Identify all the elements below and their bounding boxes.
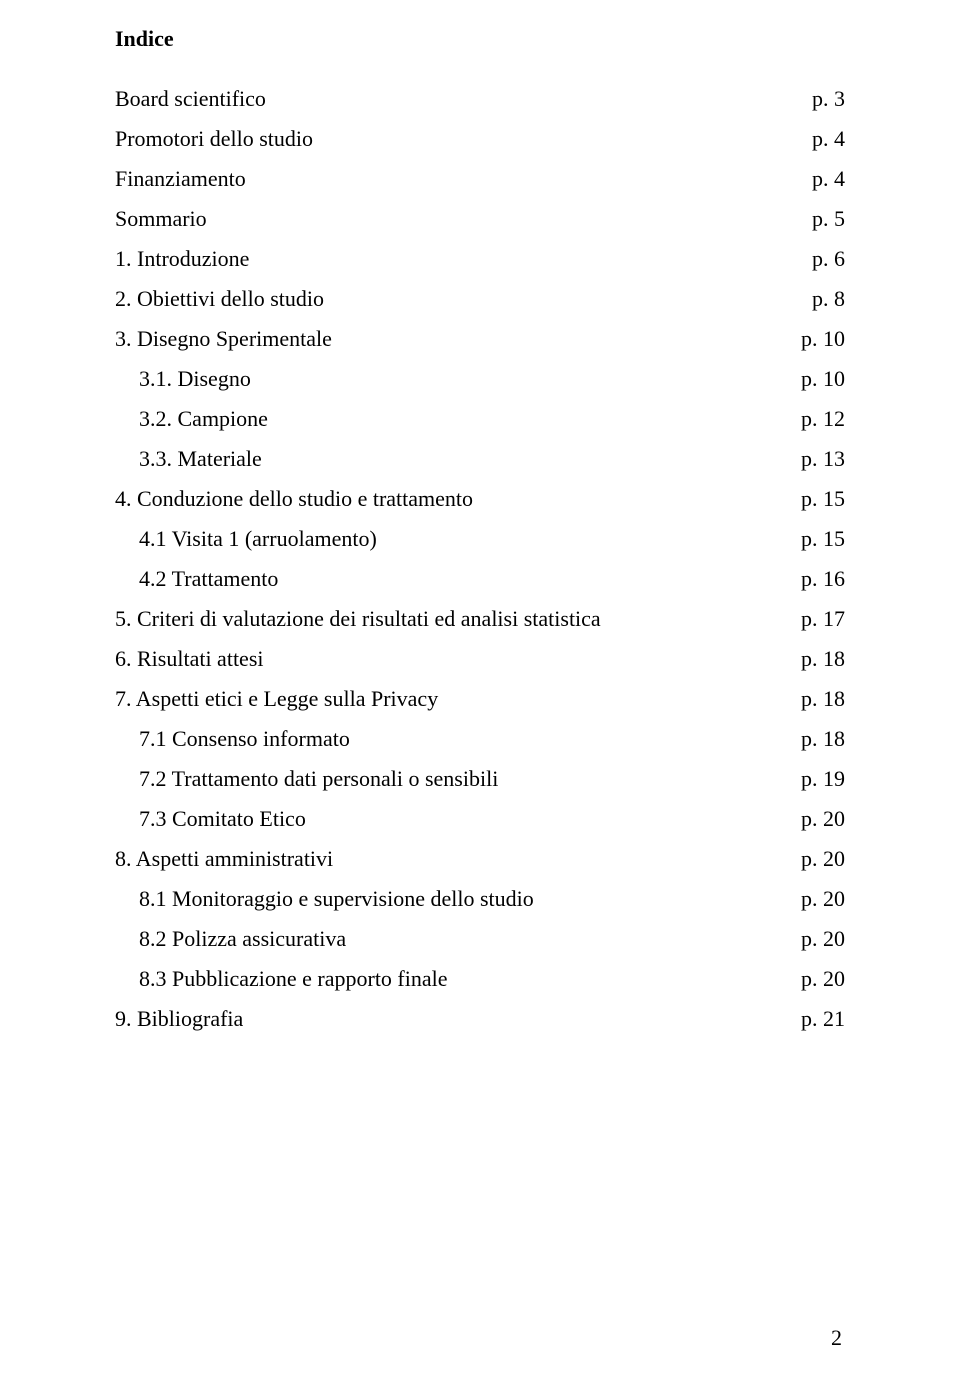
toc-entry-page: p. 13 bbox=[781, 448, 845, 470]
toc-entry-page: p. 10 bbox=[781, 328, 845, 350]
toc-entry-label: 3.3. Materiale bbox=[115, 448, 781, 470]
toc-row: 6. Risultati attesip. 18 bbox=[115, 648, 845, 670]
toc-entry-page: p. 4 bbox=[792, 168, 845, 190]
toc-row: 7.1 Consenso informatop. 18 bbox=[115, 728, 845, 750]
toc-row: 7. Aspetti etici e Legge sulla Privacyp.… bbox=[115, 688, 845, 710]
toc-entry-label: Promotori dello studio bbox=[115, 128, 792, 150]
toc-entry-page: p. 20 bbox=[781, 808, 845, 830]
toc-entry-page: p. 4 bbox=[792, 128, 845, 150]
toc-row: 3.2. Campionep. 12 bbox=[115, 408, 845, 430]
toc-entry-page: p. 3 bbox=[792, 88, 845, 110]
toc-entry-label: Board scientifico bbox=[115, 88, 792, 110]
toc-row: 4. Conduzione dello studio e trattamento… bbox=[115, 488, 845, 510]
toc-row: 9. Bibliografiap. 21 bbox=[115, 1008, 845, 1030]
toc-row: 8.1 Monitoraggio e supervisione dello st… bbox=[115, 888, 845, 910]
toc-entry-page: p. 6 bbox=[792, 248, 845, 270]
toc-entry-page: p. 18 bbox=[781, 688, 845, 710]
toc-entry-label: 2. Obiettivi dello studio bbox=[115, 288, 792, 310]
toc-entry-label: Sommario bbox=[115, 208, 792, 230]
toc-entry-label: 9. Bibliografia bbox=[115, 1008, 781, 1030]
toc-title: Indice bbox=[115, 26, 845, 52]
toc-entry-label: Finanziamento bbox=[115, 168, 792, 190]
toc-row: 8. Aspetti amministrativip. 20 bbox=[115, 848, 845, 870]
toc-entry-page: p. 21 bbox=[781, 1008, 845, 1030]
toc-row: 7.2 Trattamento dati personali o sensibi… bbox=[115, 768, 845, 790]
toc-entry-label: 8.3 Pubblicazione e rapporto finale bbox=[115, 968, 781, 990]
toc-entry-page: p. 12 bbox=[781, 408, 845, 430]
toc-row: 8.3 Pubblicazione e rapporto finalep. 20 bbox=[115, 968, 845, 990]
toc-row: Sommariop. 5 bbox=[115, 208, 845, 230]
toc-entry-label: 1. Introduzione bbox=[115, 248, 792, 270]
toc-entry-label: 4.2 Trattamento bbox=[115, 568, 781, 590]
toc-entry-page: p. 15 bbox=[781, 488, 845, 510]
toc-entry-page: p. 19 bbox=[781, 768, 845, 790]
toc-entry-label: 4.1 Visita 1 (arruolamento) bbox=[115, 528, 781, 550]
toc-entry-page: p. 17 bbox=[781, 608, 845, 630]
toc-entry-label: 7. Aspetti etici e Legge sulla Privacy bbox=[115, 688, 781, 710]
toc-row: 3.3. Materialep. 13 bbox=[115, 448, 845, 470]
toc-row: Promotori dello studiop. 4 bbox=[115, 128, 845, 150]
toc-entry-page: p. 15 bbox=[781, 528, 845, 550]
toc-row: 4.2 Trattamentop. 16 bbox=[115, 568, 845, 590]
toc-entry-label: 8. Aspetti amministrativi bbox=[115, 848, 781, 870]
toc-entry-page: p. 10 bbox=[781, 368, 845, 390]
toc-entry-page: p. 20 bbox=[781, 888, 845, 910]
page-number: 2 bbox=[831, 1325, 842, 1351]
toc-entry-page: p. 20 bbox=[781, 968, 845, 990]
toc-entry-page: p. 18 bbox=[781, 648, 845, 670]
toc-entry-page: p. 20 bbox=[781, 928, 845, 950]
toc-entry-page: p. 20 bbox=[781, 848, 845, 870]
toc-entry-page: p. 5 bbox=[792, 208, 845, 230]
toc-row: 7.3 Comitato Eticop. 20 bbox=[115, 808, 845, 830]
toc-container: Board scientificop. 3Promotori dello stu… bbox=[115, 88, 845, 1030]
toc-entry-label: 3. Disegno Sperimentale bbox=[115, 328, 781, 350]
toc-entry-page: p. 18 bbox=[781, 728, 845, 750]
toc-row: Board scientificop. 3 bbox=[115, 88, 845, 110]
toc-row: 3.1. Disegnop. 10 bbox=[115, 368, 845, 390]
toc-entry-label: 7.2 Trattamento dati personali o sensibi… bbox=[115, 768, 781, 790]
toc-entry-label: 4. Conduzione dello studio e trattamento bbox=[115, 488, 781, 510]
toc-entry-label: 8.1 Monitoraggio e supervisione dello st… bbox=[115, 888, 781, 910]
toc-row: 4.1 Visita 1 (arruolamento)p. 15 bbox=[115, 528, 845, 550]
toc-entry-label: 7.1 Consenso informato bbox=[115, 728, 781, 750]
toc-row: 1. Introduzionep. 6 bbox=[115, 248, 845, 270]
toc-entry-label: 6. Risultati attesi bbox=[115, 648, 781, 670]
toc-entry-label: 3.2. Campione bbox=[115, 408, 781, 430]
toc-entry-label: 8.2 Polizza assicurativa bbox=[115, 928, 781, 950]
toc-row: 2. Obiettivi dello studiop. 8 bbox=[115, 288, 845, 310]
toc-entry-page: p. 16 bbox=[781, 568, 845, 590]
toc-entry-page: p. 8 bbox=[792, 288, 845, 310]
toc-row: 8.2 Polizza assicurativap. 20 bbox=[115, 928, 845, 950]
toc-entry-label: 5. Criteri di valutazione dei risultati … bbox=[115, 608, 781, 630]
toc-entry-label: 7.3 Comitato Etico bbox=[115, 808, 781, 830]
toc-entry-label: 3.1. Disegno bbox=[115, 368, 781, 390]
toc-row: 5. Criteri di valutazione dei risultati … bbox=[115, 608, 845, 630]
toc-row: 3. Disegno Sperimentalep. 10 bbox=[115, 328, 845, 350]
toc-row: Finanziamentop. 4 bbox=[115, 168, 845, 190]
